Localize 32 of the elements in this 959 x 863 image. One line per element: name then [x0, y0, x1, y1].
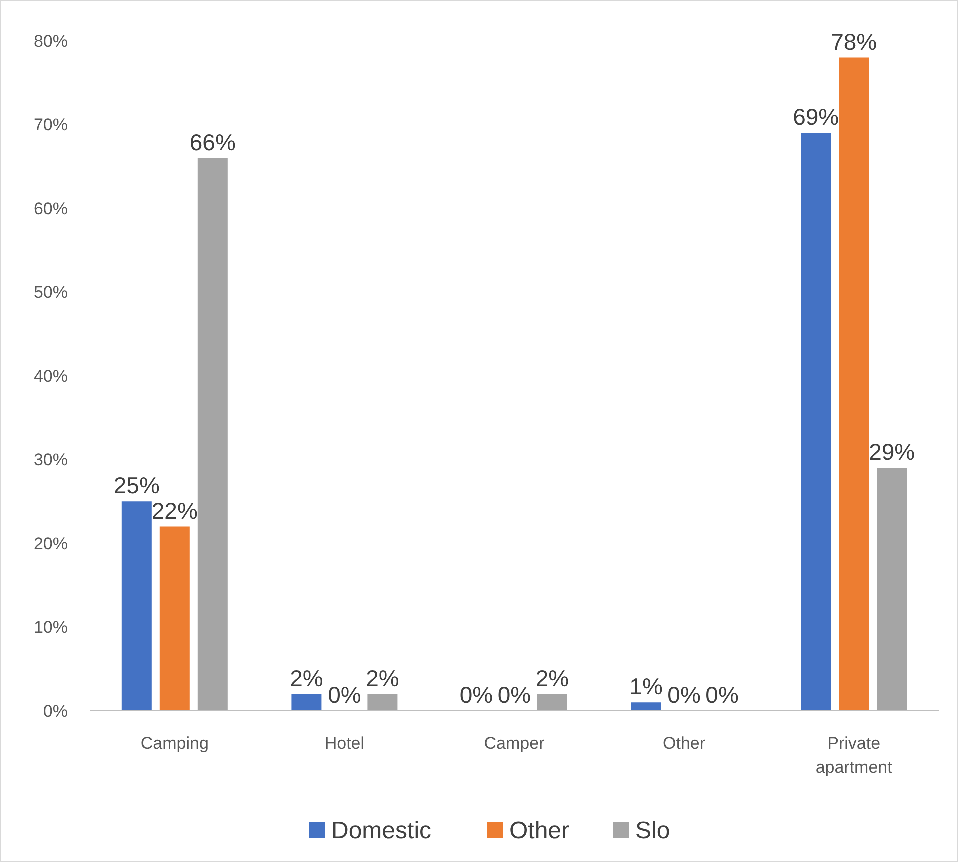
- y-tick-label: 70%: [34, 116, 68, 135]
- x-tick-label: Private apartment: [816, 734, 893, 777]
- y-tick-label: 40%: [34, 366, 68, 386]
- x-tick-label: Camping: [140, 734, 209, 753]
- data-label: 0%: [328, 682, 362, 708]
- data-label: 69%: [793, 104, 840, 130]
- data-label: 2%: [536, 665, 570, 692]
- y-tick-label: 50%: [34, 283, 68, 302]
- data-label: 0%: [668, 682, 701, 708]
- legend-label: Other: [510, 817, 570, 844]
- data-label: 29%: [869, 439, 916, 466]
- y-tick-label: 0%: [43, 702, 68, 721]
- y-tick-label: 60%: [34, 199, 68, 218]
- y-tick-label: 30%: [34, 450, 68, 470]
- legend-label: Slo: [636, 817, 670, 844]
- data-label: 0%: [706, 682, 739, 708]
- data-label: 2%: [290, 665, 324, 692]
- data-label: 78%: [831, 28, 878, 55]
- x-tick-label: Camper: [484, 734, 546, 753]
- data-label: 2%: [366, 665, 400, 692]
- data-label: 25%: [114, 472, 160, 499]
- data-label: 0%: [460, 682, 494, 708]
- y-tick-label: 10%: [34, 618, 68, 638]
- data-label: 66%: [190, 129, 236, 156]
- data-label: 22%: [152, 498, 198, 524]
- x-tick-label: Other: [663, 734, 706, 753]
- y-tick-label: 80%: [34, 32, 68, 51]
- data-label: 1%: [630, 674, 663, 700]
- y-tick-label: 20%: [34, 534, 68, 554]
- x-tick-label: Hotel: [324, 734, 365, 753]
- data-label: 0%: [498, 682, 532, 708]
- legend-label: Domestic: [332, 817, 432, 844]
